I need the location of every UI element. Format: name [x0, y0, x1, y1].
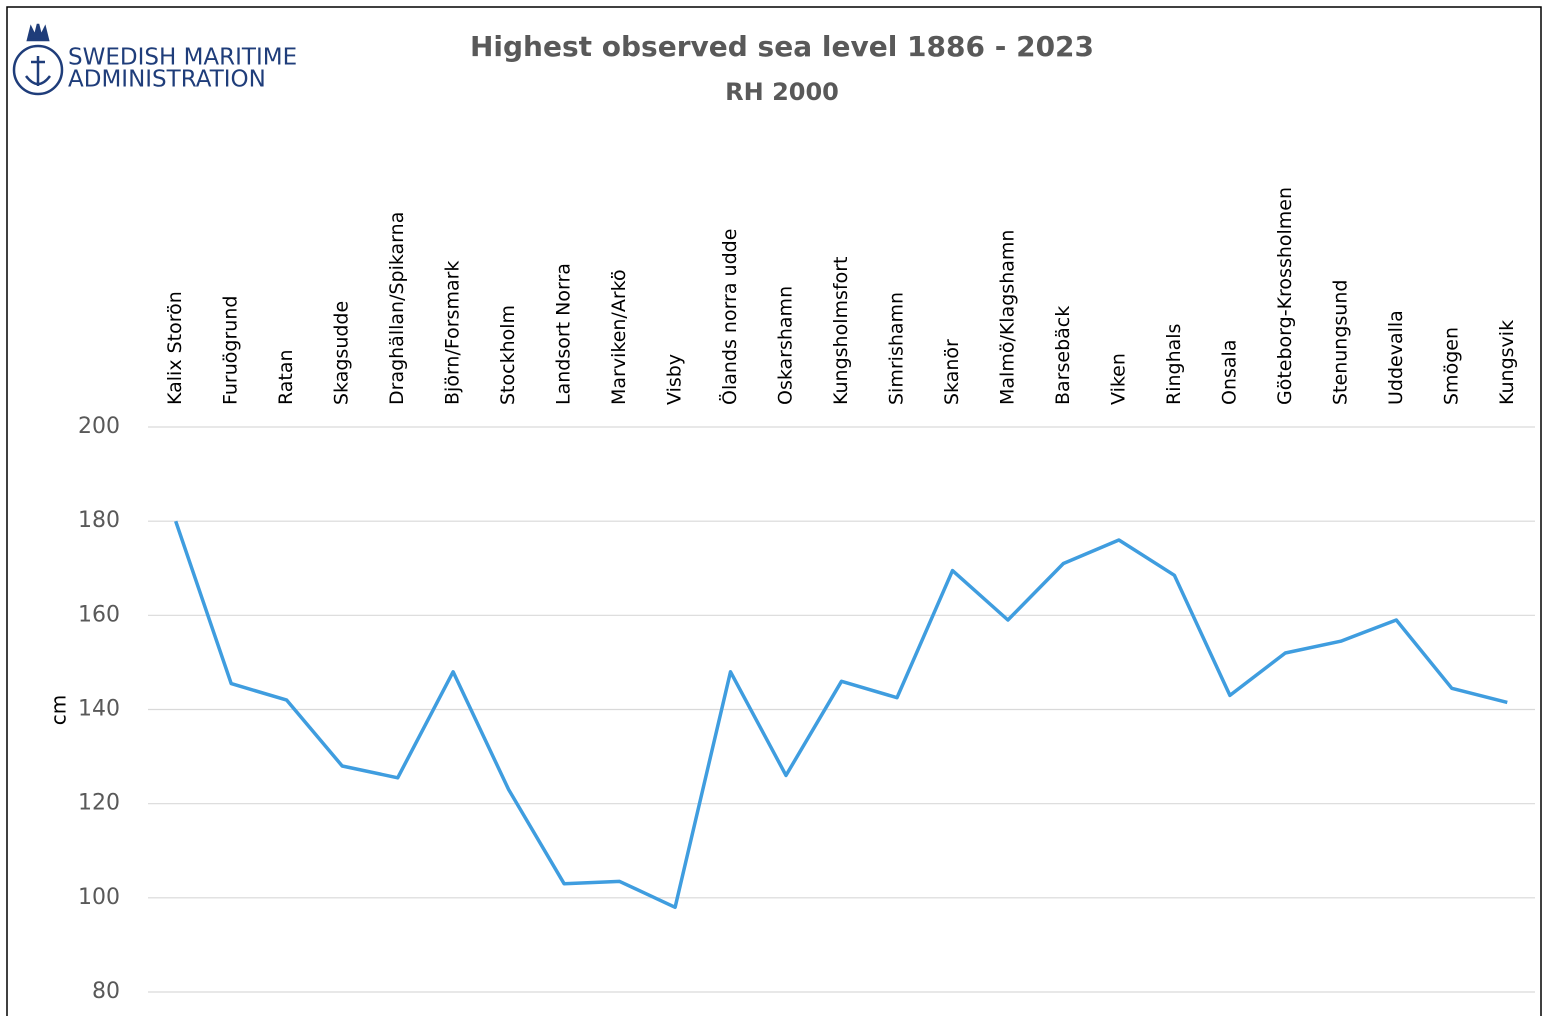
x-tick-label: Göteborg-Krossholmen — [1274, 187, 1296, 405]
logo-text: ADMINISTRATION — [68, 67, 266, 93]
x-tick-label: Ratan — [275, 349, 297, 405]
logo-text: SWEDISH MARITIME — [68, 45, 297, 71]
x-tick-label: Draghällan/Spikarna — [386, 212, 408, 405]
y-axis-label: cm — [47, 695, 71, 725]
x-tick-label: Björn/Forsmark — [442, 261, 464, 405]
chart-subtitle: RH 2000 — [725, 78, 839, 106]
chart-title: Highest observed sea level 1886 - 2023 — [470, 30, 1094, 63]
x-tick-label: Ringhals — [1163, 324, 1185, 405]
x-tick-label: Marviken/Arkö — [608, 269, 630, 405]
x-tick-label: Stockholm — [497, 305, 519, 405]
x-tick-label: Ölands norra udde — [718, 229, 741, 405]
x-tick-label: Uddevalla — [1385, 310, 1407, 405]
x-tick-label: Skanör — [941, 339, 963, 405]
y-tick-label: 100 — [78, 885, 120, 910]
x-tick-label: Skagsudde — [331, 301, 353, 405]
y-tick-label: 200 — [78, 414, 120, 439]
x-tick-label: Simrishamn — [885, 292, 907, 405]
y-tick-label: 120 — [78, 791, 120, 816]
x-tick-label: Onsala — [1218, 340, 1240, 405]
x-tick-label: Furuögrund — [220, 296, 242, 405]
x-tick-label: Malmö/Klagshamn — [996, 230, 1018, 405]
x-tick-label: Barsebäck — [1052, 306, 1074, 405]
x-tick-label: Landsort Norra — [553, 263, 575, 405]
x-tick-label: Viken — [1107, 353, 1129, 405]
logo-icon — [12, 23, 64, 96]
x-tick-label: Kungsvik — [1496, 320, 1518, 405]
x-tick-label: Stenungsund — [1329, 280, 1351, 405]
y-tick-label: 80 — [92, 979, 120, 1004]
x-tick-label: Visby — [664, 354, 686, 405]
x-tick-label: Kalix Storön — [164, 291, 186, 405]
y-tick-label: 140 — [78, 697, 120, 722]
y-tick-label: 180 — [78, 508, 120, 533]
frame — [6, 6, 1542, 1016]
y-tick-label: 160 — [78, 602, 120, 627]
x-tick-label: Kungsholmsfort — [830, 257, 852, 405]
data-line — [174, 520, 1508, 910]
x-tick-label: Oskarshamn — [775, 286, 797, 405]
x-tick-label: Smögen — [1440, 327, 1462, 405]
